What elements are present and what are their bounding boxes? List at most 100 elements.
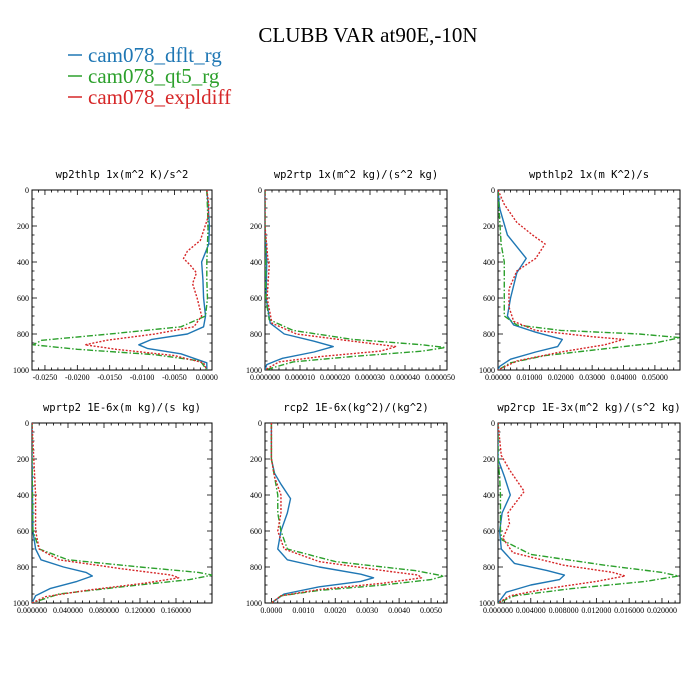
y-tick-label: 600	[17, 294, 29, 303]
x-tick-label: 0.04000	[611, 373, 637, 382]
panel-title: wp2rtp 1x(m^2 kg)/(s^2 kg)	[274, 169, 438, 181]
panel-5: rcp2 1E-6x(kg^2)/(kg^2) 0 200 400 600 800 1000…	[246, 402, 448, 615]
y-tick-label: 600	[250, 527, 262, 536]
series-line-cam078_dflt_rg	[498, 190, 564, 370]
series-line-cam078_expldiff	[498, 423, 626, 603]
series-line-cam078_qt5_rg	[270, 423, 445, 603]
series-line-cam078_qt5_rg	[265, 190, 446, 370]
x-tick-label: 0.000020	[320, 373, 350, 382]
panels: wp2thlp 1x(m^2 K)/s^2 0 200 400 600 800 1000 -0…	[13, 169, 681, 615]
figure-legend: cam078_dflt_rgcam078_qt5_rgcam078_expldi…	[68, 43, 231, 109]
x-tick-label: 0.000000	[250, 373, 280, 382]
x-tick-label: 0.0050	[420, 606, 442, 615]
y-tick-label: 400	[483, 491, 495, 500]
x-tick-label: 0.120000	[125, 606, 155, 615]
x-tick-label: 0.01000	[516, 373, 542, 382]
series-line-cam078_dflt_rg	[270, 423, 375, 603]
y-tick-label: 1000	[479, 599, 495, 608]
series-line-cam078_expldiff	[270, 423, 423, 603]
y-tick-label: 800	[17, 563, 29, 572]
y-tick-label: 400	[17, 491, 29, 500]
x-tick-label: 0.016000	[614, 606, 644, 615]
panel-title: wprtp2 1E-6x(m kg)/(s kg)	[43, 402, 201, 414]
y-tick-label: 200	[250, 455, 262, 464]
series-line-cam078_qt5_rg	[498, 190, 680, 370]
x-tick-label: 0.160000	[161, 606, 191, 615]
legend-label: cam078_expldiff	[88, 85, 231, 109]
x-tick-label: 0.0040	[388, 606, 410, 615]
x-tick-label: 0.000000	[17, 606, 47, 615]
x-tick-label: 0.004000	[516, 606, 546, 615]
panel-3: wpthlp2 1x(m K^2)/s 0 200 400 600 800 10000.00…	[479, 169, 681, 382]
y-tick-label: 200	[17, 455, 29, 464]
y-tick-label: 600	[483, 294, 495, 303]
x-tick-label: 0.020000	[647, 606, 677, 615]
series-line-cam078_dflt_rg	[498, 423, 566, 603]
y-tick-label: 200	[250, 222, 262, 231]
y-tick-label: 1000	[246, 599, 262, 608]
y-tick-label: 800	[483, 563, 495, 572]
panel-2: wp2rtp 1x(m^2 kg)/(s^2 kg) 0 200 400 600 800 1…	[246, 169, 455, 382]
y-tick-label: 0	[25, 419, 29, 428]
x-tick-label: 0.03000	[579, 373, 605, 382]
series-line-cam078_dflt_rg	[265, 190, 334, 370]
y-tick-label: 0	[258, 419, 262, 428]
x-tick-label: 0.000010	[285, 373, 315, 382]
y-tick-label: 1000	[479, 366, 495, 375]
series-line-cam078_expldiff	[32, 423, 180, 603]
x-tick-label: 0.05000	[642, 373, 668, 382]
plot-frame	[497, 422, 681, 604]
x-tick-label: -0.0200	[65, 373, 90, 382]
series-line-cam078_qt5_rg	[32, 190, 209, 370]
y-tick-label: 200	[483, 222, 495, 231]
y-tick-label: 1000	[13, 366, 29, 375]
y-tick-label: 800	[250, 330, 262, 339]
plot-frame	[31, 189, 213, 371]
y-tick-label: 1000	[246, 366, 262, 375]
series-line-cam078_qt5_rg	[498, 423, 680, 603]
figure-title: CLUBB VAR at90E,-10N	[258, 23, 477, 47]
panel-title: wp2rcp 1E-3x(m^2 kg)/(s^2 kg)	[497, 402, 680, 414]
y-tick-label: 600	[250, 294, 262, 303]
y-tick-label: 200	[17, 222, 29, 231]
series-line-cam078_qt5_rg	[32, 423, 212, 603]
x-tick-label: 0.000050	[425, 373, 455, 382]
x-tick-label: 0.0020	[324, 606, 346, 615]
y-tick-label: 400	[250, 491, 262, 500]
y-tick-label: 0	[25, 186, 29, 195]
panel-title: wpthlp2 1x(m K^2)/s	[529, 169, 649, 181]
x-tick-label: 0.0010	[292, 606, 314, 615]
panel-6: wp2rcp 1E-3x(m^2 kg)/(s^2 kg)0 200 400 600 8…	[479, 402, 681, 615]
x-tick-label: 0.040000	[53, 606, 83, 615]
x-tick-label: 0.000000	[483, 606, 513, 615]
y-tick-label: 200	[483, 455, 495, 464]
x-tick-label: 0.008000	[549, 606, 579, 615]
plot-frame	[497, 189, 681, 371]
x-tick-label: 0.02000	[548, 373, 574, 382]
x-tick-label: -0.0150	[97, 373, 122, 382]
x-tick-label: 0.0000	[196, 373, 218, 382]
panel-title: rcp2 1E-6x(kg^2)/(kg^2)	[283, 402, 428, 414]
x-tick-label: -0.0100	[130, 373, 155, 382]
panel-1: wp2thlp 1x(m^2 K)/s^2 0 200 400 600 800 1000 -0…	[13, 169, 218, 382]
x-tick-label: 0.000030	[355, 373, 385, 382]
y-tick-label: 0	[491, 186, 495, 195]
y-tick-label: 800	[17, 330, 29, 339]
series-line-cam078_dflt_rg	[32, 423, 93, 603]
y-tick-label: 400	[250, 258, 262, 267]
y-tick-label: 600	[17, 527, 29, 536]
plot-frame	[264, 189, 448, 371]
y-tick-label: 800	[250, 563, 262, 572]
y-tick-label: 400	[17, 258, 29, 267]
series-line-cam078_expldiff	[498, 190, 625, 370]
series-line-cam078_dflt_rg	[138, 190, 211, 370]
x-tick-label: 0.012000	[581, 606, 611, 615]
legend-label: cam078_qt5_rg	[88, 64, 220, 88]
y-tick-label: 0	[491, 419, 495, 428]
panel-title: wp2thlp 1x(m^2 K)/s^2	[56, 169, 189, 181]
x-tick-label: -0.0050	[162, 373, 187, 382]
x-tick-label: 0.080000	[89, 606, 119, 615]
x-tick-label: 0.0000	[260, 606, 282, 615]
x-tick-label: 0.00000	[485, 373, 511, 382]
